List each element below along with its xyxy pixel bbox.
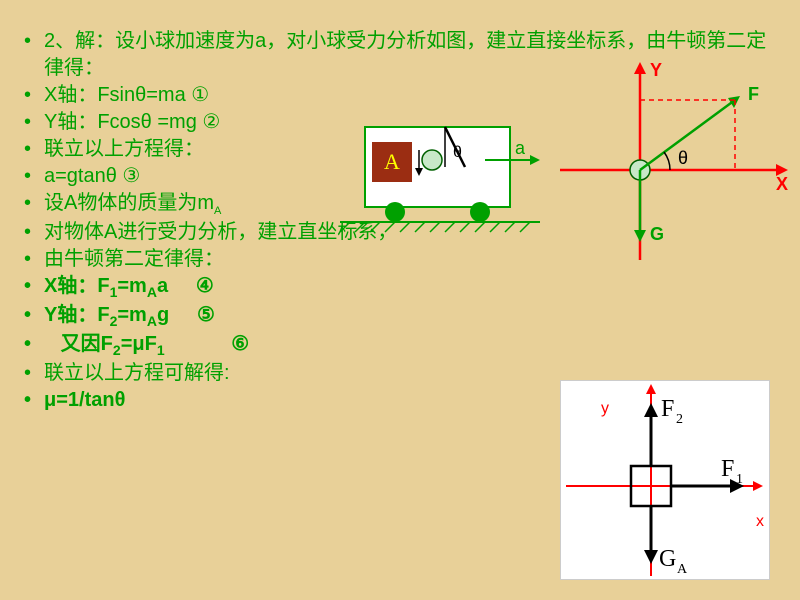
theta-label: θ (678, 148, 688, 168)
x-axis-label: X (776, 174, 788, 194)
block-a-label: A (384, 149, 400, 174)
bullet: • (24, 219, 38, 246)
bullet: • (24, 136, 38, 163)
bullet: • (24, 246, 38, 273)
cart-diagram: A θ a (340, 112, 540, 242)
fbd1-svg: Y X F θ G (560, 60, 790, 260)
line-11: • 又因F2=μF1 ⑥ (24, 331, 776, 360)
text: 又因F2=μF1 ⑥ (44, 331, 776, 360)
fbd2-diagram: y x F 2 F 1 G A (560, 380, 770, 580)
ga-label: G (659, 546, 676, 572)
bullet: • (24, 273, 38, 300)
subscript: A (214, 205, 221, 217)
f1-sub: 1 (736, 472, 743, 487)
ga-sub: A (677, 562, 688, 577)
bullet: • (24, 302, 38, 329)
fbd2-svg: y x F 2 F 1 G A (561, 381, 771, 581)
f1-label: F (721, 456, 734, 482)
theta-label: θ (453, 144, 462, 161)
bullet: • (24, 190, 38, 217)
bullet: • (24, 28, 38, 55)
line-10: •Y轴：F2=mAg ⑤ (24, 302, 776, 331)
f2-label: F (661, 396, 674, 422)
bullet: • (24, 82, 38, 109)
a-label: a (515, 138, 526, 158)
f-label: F (748, 84, 759, 104)
text-part: 设A物体的质量为m (44, 192, 214, 214)
bullet: • (24, 387, 38, 414)
line-9: •X轴：F1=mAa ④ (24, 273, 776, 302)
bullet: • (24, 331, 38, 358)
x-axis-label: x (756, 513, 764, 530)
f2-sub: 2 (676, 412, 683, 427)
bullet: • (24, 163, 38, 190)
fbd1-diagram: Y X F θ G (560, 60, 790, 260)
y-axis-label: y (601, 400, 609, 417)
bullet: • (24, 109, 38, 136)
g-label: G (650, 224, 664, 244)
y-axis-label: Y (650, 60, 662, 80)
bullet: • (24, 360, 38, 387)
text: Y轴：F2=mAg ⑤ (44, 302, 776, 331)
text: X轴：F1=mAa ④ (44, 273, 776, 302)
cart-svg: A θ a (340, 112, 540, 242)
